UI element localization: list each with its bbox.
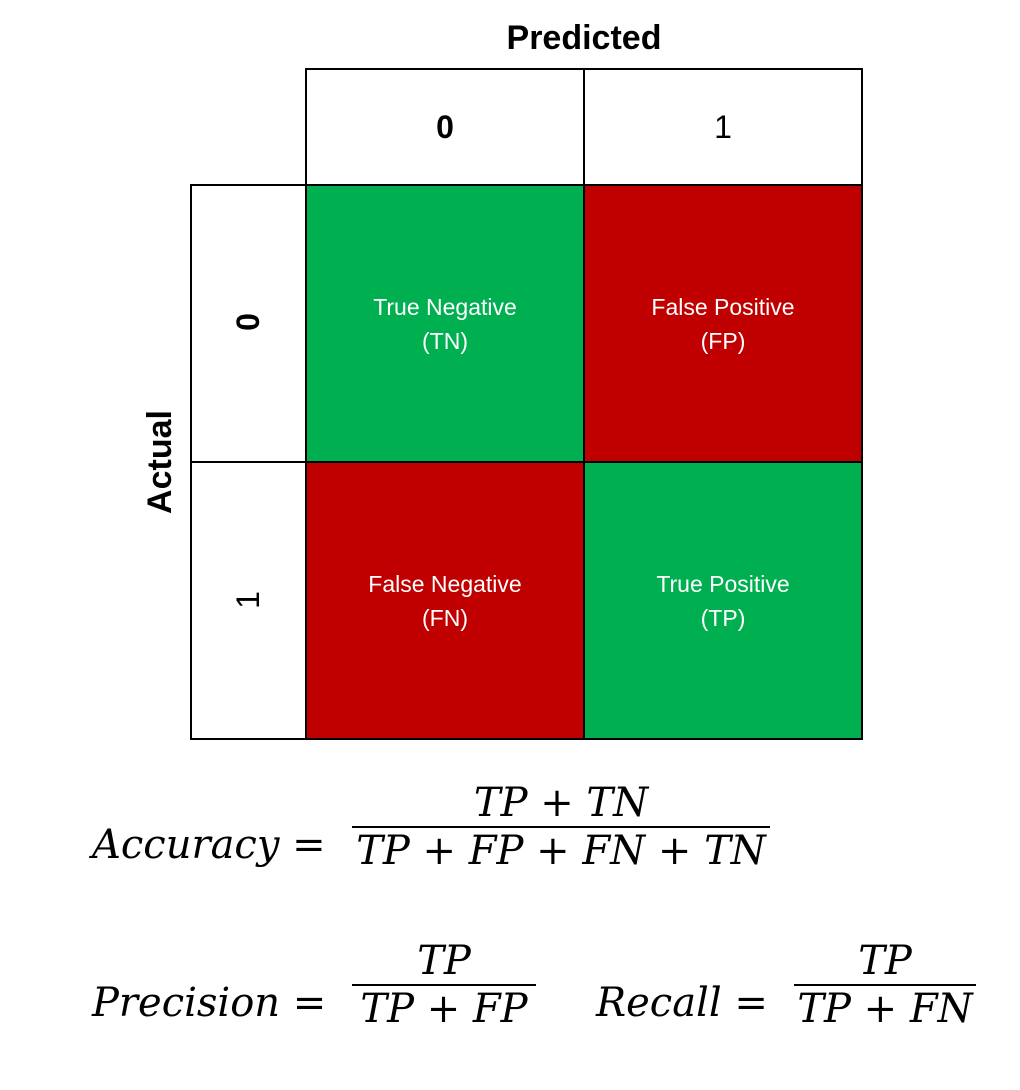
cell-fp-label: False Positive	[651, 293, 795, 320]
precision-fraction: TP TP + FP	[352, 938, 536, 1032]
recall-label: Recall =	[596, 980, 768, 1026]
cell-fn-abbrev: (FN)	[422, 604, 468, 631]
recall-denominator: TP + FN	[797, 986, 973, 1032]
precision-denominator: TP + FP	[360, 986, 528, 1032]
precision-label: Precision =	[92, 980, 327, 1026]
cell-tn-abbrev: (TN)	[422, 327, 468, 354]
cell-false-negative: False Negative (FN)	[305, 461, 585, 740]
column-header-0: 0	[305, 68, 585, 186]
cell-tn-label: True Negative	[373, 293, 517, 320]
cell-fn-label: False Negative	[368, 570, 522, 597]
row-header-1: 1	[230, 591, 266, 609]
row-header-box-1	[190, 461, 307, 740]
column-header-1: 1	[583, 68, 863, 186]
actual-axis-title: Actual	[141, 410, 179, 514]
row-header-box-0	[190, 184, 307, 463]
predicted-axis-title: Predicted	[506, 19, 662, 57]
row-header-0: 0	[230, 313, 266, 331]
precision-fraction-bar	[352, 984, 536, 986]
accuracy-fraction-bar	[352, 826, 770, 828]
accuracy-fraction: TP + TN TP + FP + FN + TN	[352, 780, 770, 874]
accuracy-numerator: TP + TN	[473, 780, 649, 826]
accuracy-denominator: TP + FP + FN + TN	[356, 828, 766, 874]
cell-true-negative: True Negative (TN)	[305, 184, 585, 463]
recall-numerator: TP	[858, 938, 912, 984]
cell-tp-label: True Positive	[656, 570, 790, 597]
precision-numerator: TP	[417, 938, 471, 984]
cell-true-positive: True Positive (TP)	[583, 461, 863, 740]
recall-fraction: TP TP + FN	[794, 938, 976, 1032]
cell-fp-abbrev: (FP)	[700, 327, 746, 354]
recall-fraction-bar	[794, 984, 976, 986]
accuracy-label: Accuracy =	[92, 822, 326, 868]
cell-tp-abbrev: (TP)	[700, 604, 746, 631]
cell-false-positive: False Positive (FP)	[583, 184, 863, 463]
